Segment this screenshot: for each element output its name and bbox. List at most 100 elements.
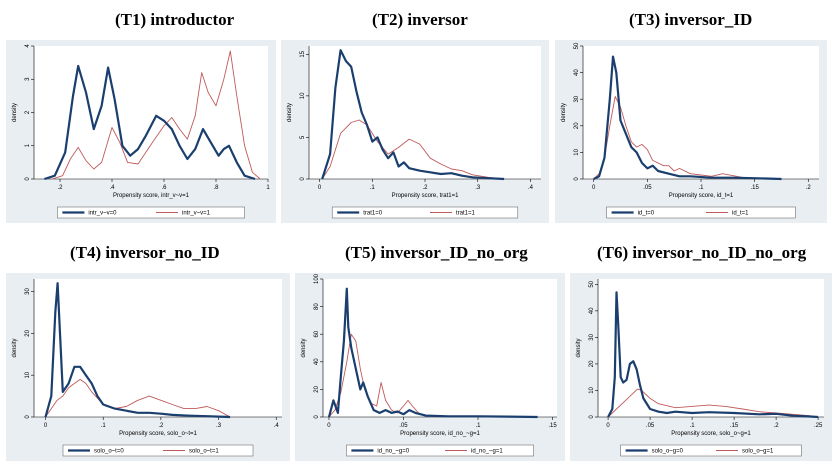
y-tick-label: 50 [589, 280, 595, 287]
chart-svg: 0 10 20 30 40 50 0 .05 .1 .15 .2 .25 density Propensi… [576, 279, 824, 457]
x-tick-label: .4 [109, 185, 115, 191]
y-tick-label: 40 [589, 307, 595, 314]
x-tick-label: .15 [750, 185, 759, 191]
x-tick-label: 0 [44, 423, 48, 429]
legend-label-0: intr_v~v=0 [88, 211, 117, 217]
x-tick-label: .2 [57, 185, 63, 191]
legend-box [62, 444, 254, 457]
x-tick-label: .1 [101, 423, 107, 429]
x-tick-label: .3 [475, 185, 481, 191]
legend-label-1: solo_o~t=1 [189, 449, 219, 455]
y-tick-label: 2 [25, 110, 31, 114]
y-tick-label: 100 [314, 273, 320, 284]
legend-label-1: intr_v~v=1 [182, 211, 211, 217]
x-tick-label: .2 [774, 423, 780, 429]
series-line-0 [607, 291, 819, 419]
chart-title-t6: (T6) inversor_no_ID_no_org [597, 243, 807, 262]
legend-label-1: id_t=1 [732, 211, 749, 217]
y-tick-label: 0 [314, 415, 320, 419]
x-tick-label: .8 [213, 185, 219, 191]
x-tick-label: .1 [698, 185, 704, 191]
y-tick-label: 50 [574, 42, 580, 49]
x-axis-label: Propensity score, solo_o~g=1 [671, 431, 751, 437]
legend-label-0: solo_o~g=0 [652, 449, 684, 455]
y-axis-label: density [576, 338, 582, 357]
x-tick-label: .4 [528, 185, 534, 191]
x-tick-label: .6 [161, 185, 167, 191]
chart-title-t3: (T3) inversor_ID [629, 10, 753, 29]
y-tick-label: 15 [300, 50, 306, 57]
plot-area [598, 279, 824, 417]
series-line-1 [321, 119, 505, 180]
x-tick-label: 0 [606, 423, 610, 429]
chart-svg: 0 20 40 60 80 100 0 .05 .1 .15 density Propensity s… [301, 273, 557, 457]
chart-panel-t3: 0 10 20 30 40 50 0 .05 .1 .15 .2 density Propensity … [555, 40, 827, 223]
series-line-1 [52, 50, 261, 180]
plot-area [34, 279, 282, 417]
y-tick-label: 20 [589, 360, 595, 367]
x-tick-label: 0 [327, 423, 331, 429]
x-tick-label: .2 [158, 423, 164, 429]
x-tick-label: .15 [548, 423, 557, 429]
x-tick-label: .2 [422, 185, 428, 191]
y-tick-label: 10 [589, 386, 595, 393]
legend-label-0: id_no_~g=0 [377, 449, 409, 455]
plot-area [583, 46, 819, 179]
y-axis-label: density [301, 338, 307, 357]
x-axis-label: Propensity score, trat1=1 [392, 193, 460, 199]
legend-box [346, 444, 534, 457]
y-tick-label: 20 [25, 329, 31, 336]
legend-label-0: id_t=0 [638, 211, 655, 217]
x-tick-label: 0 [318, 185, 322, 191]
y-tick-label: 0 [589, 415, 595, 419]
legend-label-1: solo_o~g=1 [742, 449, 774, 455]
chart-panel-t5: 0 20 40 60 80 100 0 .05 .1 .15 density Propensity s… [295, 273, 565, 461]
y-axis-label: density [12, 338, 18, 357]
x-tick-label: .05 [399, 423, 408, 429]
plot-area [34, 46, 268, 179]
series-line-0 [593, 55, 782, 181]
chart-svg: 0 5 10 15 0 .1 .2 .3 .4 density Propensity score, … [287, 46, 541, 219]
chart-panel-t1: 0 1 2 3 4 .2 .4 .6 .8 1 density Propensity score, i… [6, 40, 276, 223]
chart-svg: 0 10 20 30 40 50 0 .05 .1 .15 .2 density Propensity … [561, 42, 819, 219]
y-tick-label: 0 [25, 177, 31, 181]
plot-area [309, 46, 541, 179]
chart-panel-t4: 0 10 20 30 0 .1 .2 .3 .4 density Propensity score,… [6, 273, 290, 461]
y-tick-label: 80 [314, 303, 320, 310]
chart-title-t1: (T1) introductor [115, 10, 235, 29]
x-axis-label: Propensity score, intr_v~v=1 [113, 193, 190, 199]
y-tick-label: 5 [300, 135, 306, 139]
y-tick-label: 40 [314, 358, 320, 365]
y-axis-label: density [561, 103, 567, 122]
legend-box [331, 206, 519, 219]
y-tick-label: 0 [574, 177, 580, 181]
x-tick-label: .2 [806, 185, 812, 191]
y-tick-label: 20 [574, 122, 580, 129]
legend-box [57, 206, 245, 219]
y-tick-label: 10 [574, 148, 580, 155]
y-tick-label: 20 [314, 385, 320, 392]
x-tick-label: .25 [814, 423, 823, 429]
chart-svg: 0 10 20 30 0 .1 .2 .3 .4 density Propensity score,… [12, 279, 282, 457]
y-tick-label: 10 [25, 371, 31, 378]
x-tick-label: .1 [690, 423, 696, 429]
x-tick-label: .1 [475, 423, 481, 429]
y-tick-label: 30 [25, 288, 31, 295]
series-line-0 [44, 282, 231, 419]
y-tick-label: 40 [574, 69, 580, 76]
series-line-0 [321, 49, 505, 181]
y-tick-label: 4 [25, 44, 31, 48]
chart-panel-t6: 0 10 20 30 40 50 0 .05 .1 .15 .2 .25 density Propensi… [570, 273, 832, 461]
y-tick-label: 1 [25, 143, 31, 147]
x-tick-label: 0 [592, 185, 596, 191]
x-axis-label: Propensity score, solo_o~t=1 [119, 431, 197, 437]
chart-panel-t2: 0 5 10 15 0 .1 .2 .3 .4 density Propensity score, … [281, 40, 549, 223]
legend-label-1: id_no_~g=1 [471, 449, 503, 455]
legend-label-1: trat1=1 [456, 211, 476, 217]
legend-label-0: trat1=0 [363, 211, 383, 217]
y-tick-label: 60 [314, 330, 320, 337]
x-tick-label: .15 [730, 423, 739, 429]
y-tick-label: 10 [300, 92, 306, 99]
series-line-0 [44, 64, 256, 181]
y-tick-label: 30 [589, 333, 595, 340]
